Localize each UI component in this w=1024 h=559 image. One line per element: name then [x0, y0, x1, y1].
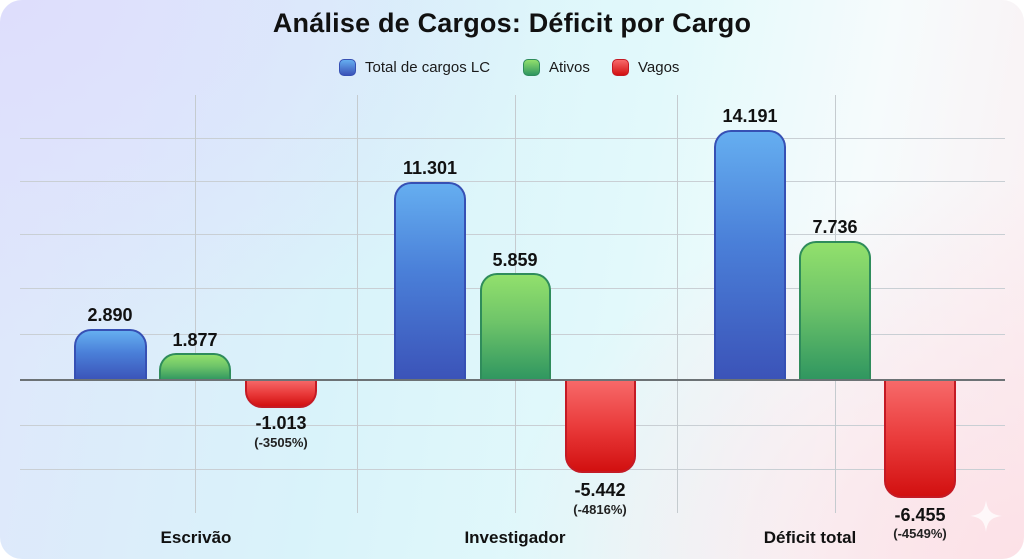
gridline — [677, 95, 678, 513]
legend-swatch-green-icon — [523, 58, 540, 76]
bar-value-label: 2.890 — [87, 305, 133, 325]
bar-value-label: -5.442 — [574, 480, 626, 500]
gridline — [20, 469, 1005, 470]
bar-vagos-escrivao[interactable] — [245, 380, 317, 408]
legend-item-vagos: Vagos — [612, 57, 679, 77]
category-label-investigador: Investigador — [464, 528, 566, 547]
legend-swatch-red-icon — [612, 58, 629, 76]
chart-title: Análise de Cargos: Déficit por Cargo — [272, 8, 752, 38]
bar-value-label: 1.877 — [172, 330, 218, 350]
bar-percent-label: (-4549%) — [893, 526, 947, 541]
gridline — [195, 95, 196, 513]
bar-value-label: 7.736 — [812, 217, 858, 237]
legend-item-total: Total de cargos LC — [339, 57, 490, 77]
bar-ativos-deficit[interactable] — [799, 241, 871, 380]
legend-label: Ativos — [549, 58, 590, 76]
bar-vagos-deficit[interactable] — [884, 380, 956, 498]
legend-label: Vagos — [638, 58, 680, 76]
bar-percent-label: (-3505%) — [254, 435, 308, 450]
gridline — [357, 95, 358, 513]
bar-value-label: -1.013 — [255, 413, 307, 433]
gridline — [20, 425, 1005, 426]
bar-total-deficit[interactable] — [714, 130, 786, 380]
legend-item-ativos: Ativos — [523, 57, 590, 77]
bar-value-label: 14.191 — [722, 106, 778, 126]
bar-total-escrivao[interactable] — [74, 329, 147, 380]
bar-ativos-investigador[interactable] — [480, 273, 551, 380]
bar-total-investigador[interactable] — [394, 182, 466, 380]
gridline — [20, 181, 1005, 182]
legend-swatch-blue-icon — [339, 58, 356, 76]
bar-percent-label: (-4816%) — [573, 502, 627, 517]
legend-label: Total de cargos LC — [365, 58, 491, 76]
bar-value-label: -6.455 — [894, 505, 946, 525]
legend: Total de cargos LC Ativos Vagos — [0, 57, 1024, 77]
category-label-deficit-total: Déficit total — [763, 528, 857, 547]
bar-value-label: 5.859 — [492, 250, 538, 270]
bar-vagos-investigador[interactable] — [565, 380, 636, 473]
bar-value-label: 11.301 — [402, 158, 458, 178]
sparkle-watermark-icon — [970, 500, 1002, 532]
zero-axis-line — [20, 379, 1005, 381]
category-label-escrivao: Escrivão — [160, 528, 232, 547]
bar-ativos-escrivao[interactable] — [159, 353, 231, 380]
gridline — [20, 234, 1005, 235]
gridline — [20, 138, 1005, 139]
